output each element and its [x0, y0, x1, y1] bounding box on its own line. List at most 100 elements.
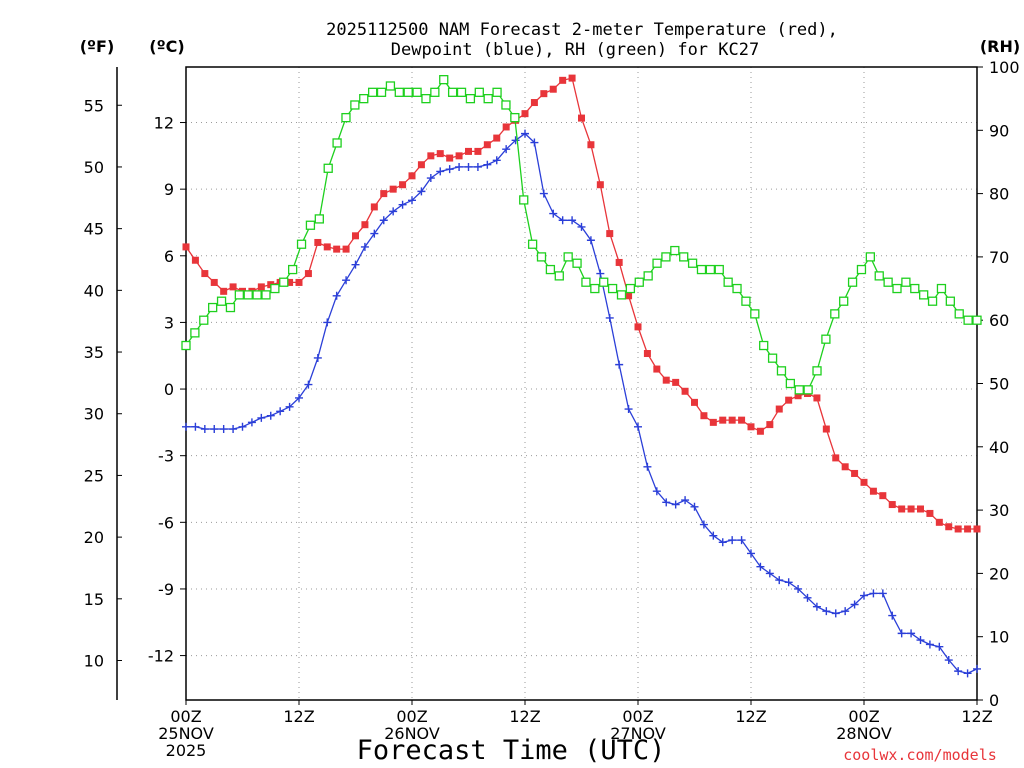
dewpoint-point — [549, 209, 558, 218]
labels-layer: 2025112500 NAM Forecast 2-meter Temperat… — [80, 20, 1020, 766]
rh-tick-label: 20 — [989, 564, 1009, 583]
dewpoint-point — [794, 584, 803, 593]
rh-point — [376, 87, 387, 97]
celsius-tick-label: 12 — [154, 114, 174, 133]
dewpoint-point — [436, 167, 445, 176]
temperature-point — [389, 185, 397, 193]
temperature-point — [785, 396, 793, 404]
rh-point — [421, 94, 431, 104]
temperature-point — [578, 114, 585, 122]
temperature-point — [813, 394, 821, 402]
temperature-point — [436, 150, 444, 158]
rh-point — [927, 296, 938, 306]
dewpoint-point — [586, 236, 595, 245]
rh-point — [261, 290, 271, 300]
temperature-point — [465, 147, 472, 155]
dewpoint-point — [455, 162, 464, 171]
celsius-tick-label: -6 — [158, 513, 174, 532]
dewpoint-point — [502, 145, 511, 154]
dewpoint-point — [182, 422, 190, 431]
rh-tick-label: 80 — [989, 185, 1009, 204]
temperature-point — [314, 238, 322, 246]
rh-point — [741, 296, 751, 306]
fahrenheit-tick-label: 50 — [84, 158, 104, 177]
temperature-point — [653, 365, 661, 373]
x-axis-title: Forecast Time (UTC) — [357, 735, 666, 766]
rh-point — [892, 283, 902, 294]
rh-point — [501, 100, 511, 110]
rh-point — [305, 220, 316, 230]
temperature-point — [728, 416, 736, 424]
dewpoint-point — [888, 611, 897, 620]
temperature-point — [615, 258, 623, 266]
rh-point — [696, 264, 707, 275]
x-tick-label: 00Z — [848, 707, 879, 726]
temperature-point — [455, 152, 463, 160]
rh-point — [510, 112, 520, 123]
rh-tick-label: 90 — [989, 121, 1009, 140]
dewpoint-point — [483, 160, 492, 169]
x-tick-label: 12Z — [961, 707, 992, 726]
x-tick-label: 28NOV — [836, 724, 892, 743]
dewpoint-point — [615, 360, 624, 369]
dewpoint-point — [718, 538, 727, 547]
rh-point — [616, 290, 627, 300]
temperature-point — [417, 161, 425, 169]
dewpoint-point — [521, 129, 529, 138]
dewpoint-point — [850, 600, 859, 609]
rh-point — [847, 277, 858, 287]
rh-point — [430, 87, 440, 97]
rh-point — [563, 252, 573, 262]
dewpoint-point — [690, 502, 699, 511]
dewpoint-point — [492, 156, 501, 165]
temperature-point — [596, 181, 604, 189]
temperature-point — [333, 245, 341, 253]
rh-point — [830, 309, 840, 319]
temperature-point — [304, 270, 312, 278]
rh-point — [572, 258, 582, 268]
rh-point — [447, 87, 458, 97]
rh-point — [323, 163, 333, 173]
fahrenheit-unit-label: (ºF) — [80, 37, 115, 56]
dewpoint-point — [747, 549, 755, 558]
dewpoint-point — [304, 380, 313, 389]
temperature-point — [926, 509, 934, 517]
rh-point — [234, 290, 244, 300]
celsius-tick-label: -12 — [148, 647, 174, 666]
temperature-point — [662, 376, 670, 384]
fahrenheit-tick-label: 55 — [84, 96, 104, 115]
dewpoint-point — [605, 313, 614, 322]
rh-point — [687, 258, 698, 268]
rh-point — [314, 214, 324, 224]
dewpoint-point — [681, 496, 690, 505]
rh-point — [821, 334, 831, 344]
x-tick-label: 12Z — [735, 707, 766, 726]
rh-point — [759, 340, 769, 351]
rh-point — [216, 296, 227, 306]
x-tick-label: 2025 — [166, 741, 207, 760]
axes — [116, 66, 983, 705]
rh-point — [296, 239, 307, 249]
dewpoint-point — [577, 222, 586, 231]
rh-unit-label: (RH) — [980, 37, 1020, 56]
dewpoint-point — [295, 393, 303, 402]
temperature-point — [719, 416, 727, 424]
rh-point — [679, 252, 689, 262]
celsius-unit-label: (ºC) — [149, 37, 184, 56]
temperature-point — [474, 147, 482, 155]
dewpoint-point — [332, 291, 341, 300]
rh-point — [545, 264, 556, 275]
temperature-point — [530, 99, 538, 107]
temperature-point — [540, 90, 548, 98]
rh-point — [714, 264, 724, 275]
dewpoint-point — [756, 562, 765, 571]
rh-point — [199, 315, 209, 325]
temperature-point — [672, 378, 680, 386]
temperature-point — [756, 427, 764, 435]
temperature-point — [446, 154, 454, 162]
temperature-point — [257, 283, 265, 291]
temperature-point — [700, 412, 708, 420]
rh-point — [607, 283, 618, 294]
chart-title-line-1: 2025112500 NAM Forecast 2-meter Temperat… — [326, 20, 838, 40]
dewpoint-point — [897, 629, 906, 638]
